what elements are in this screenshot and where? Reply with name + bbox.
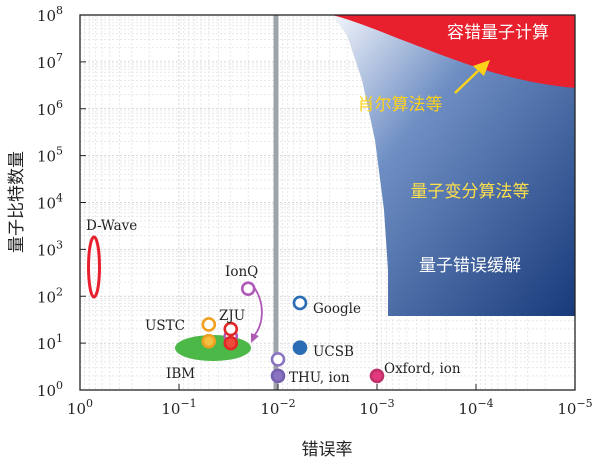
x-tick-label: 100 (67, 397, 93, 418)
ionq-arrow-head (251, 333, 259, 343)
x-tick-label: 10−5 (557, 397, 592, 418)
x-tick-label: 10−1 (161, 397, 196, 418)
region-label-variational: 量子变分算法等 (411, 182, 530, 202)
label-ustc: USTC (145, 318, 185, 334)
label-ucsb: UCSB (313, 344, 354, 360)
point-marker (201, 333, 217, 349)
y-tick-label: 103 (37, 238, 63, 259)
region-label-mitigation: 量子错误缓解 (419, 256, 521, 276)
label-google: Google (313, 301, 361, 317)
region-fault-tolerant (332, 15, 575, 88)
x-tick-label: 10−2 (260, 397, 295, 418)
region-variational-mitigation (332, 15, 575, 316)
y-tick-label: 102 (37, 285, 63, 306)
point-thu-ion (270, 352, 286, 367)
dwave-label: D-Wave (86, 218, 137, 234)
y-axis-label: 量子比特数量 (7, 151, 27, 253)
point-ustc (201, 317, 217, 332)
y-tick-label: 107 (37, 51, 63, 72)
y-tick-label: 105 (37, 145, 63, 166)
y-tick-label: 101 (37, 332, 63, 353)
dwave-ellipse (87, 235, 101, 299)
point-google (292, 295, 308, 311)
point-oxford-ion (369, 368, 385, 384)
label-thu-ion: THU, ion (289, 370, 350, 386)
y-tick-label: 106 (37, 98, 63, 119)
y-tick-label: 104 (37, 192, 63, 213)
shor-label: 肖尔算法等 (358, 95, 443, 115)
x-axis-label: 错误率 (302, 440, 353, 460)
point-zju (223, 321, 239, 337)
shor-arrow (454, 70, 479, 94)
label-oxford-ion: Oxford, ion (384, 361, 461, 377)
label-zju: ZJU (219, 308, 245, 324)
region-label-fault-tolerant: 容错量子计算 (447, 23, 549, 43)
y-tick-label: 100 (37, 379, 63, 400)
x-tick-label: 10−4 (458, 397, 493, 418)
data-points (201, 281, 385, 384)
x-tick-label: 10−3 (359, 397, 394, 418)
ionq-arrow (253, 286, 263, 337)
point-ucsb (292, 340, 308, 355)
point-marker (270, 368, 286, 384)
y-tick-label: 108 (37, 4, 63, 25)
ibm-label: IBM (166, 366, 195, 382)
point-marker (240, 281, 256, 296)
shor-arrow-head (473, 60, 490, 76)
label-ionq: IonQ (225, 264, 258, 280)
point-marker (223, 335, 239, 351)
